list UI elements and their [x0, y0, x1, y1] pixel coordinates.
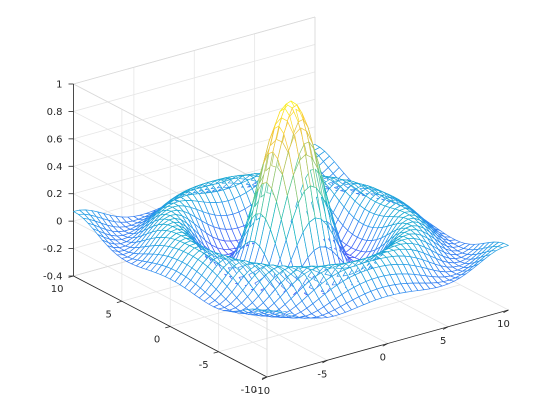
- y-tick-label: 10: [51, 284, 64, 295]
- grid-line: [73, 44, 316, 112]
- x-tick-mark: [442, 326, 449, 330]
- x-tick-mark: [503, 309, 509, 313]
- z-tick-label: 0.2: [47, 189, 63, 200]
- x-tick-label: 10: [497, 319, 510, 330]
- grid-line: [73, 71, 316, 140]
- y-tick-mark: [261, 376, 268, 379]
- z-tick-label: -0.4: [43, 272, 63, 283]
- x-tick-label: 0: [380, 353, 386, 364]
- grid-line: [73, 248, 268, 350]
- y-tick-mark: [213, 351, 219, 354]
- grid-line: [218, 284, 461, 353]
- z-tick-label: -0.2: [43, 244, 63, 255]
- y-tick-label: -10: [241, 385, 257, 396]
- z-tick-label: 0.4: [47, 162, 63, 173]
- z-tick-label: 1: [56, 80, 62, 91]
- y-tick-mark: [116, 300, 122, 304]
- mesh-cell: [497, 242, 509, 248]
- box-edge: [73, 83, 268, 186]
- x-tick-mark: [322, 359, 328, 364]
- y-tick-label: 5: [106, 309, 112, 320]
- z-tick-label: 0: [56, 217, 62, 228]
- x-tick-label: -10: [254, 386, 270, 397]
- z-tick-label: 0.6: [47, 134, 63, 145]
- surface-mesh: [73, 100, 509, 319]
- x-tick-mark: [382, 343, 388, 347]
- grid-line: [73, 98, 316, 167]
- z-tick-label: 0.8: [47, 107, 63, 118]
- y-tick-mark: [165, 326, 171, 329]
- x-tick-label: -5: [317, 369, 327, 380]
- y-tick-label: 0: [154, 335, 160, 346]
- y-tick-label: -5: [199, 360, 209, 371]
- box-edge: [73, 16, 316, 85]
- x-tick-label: 5: [440, 336, 446, 347]
